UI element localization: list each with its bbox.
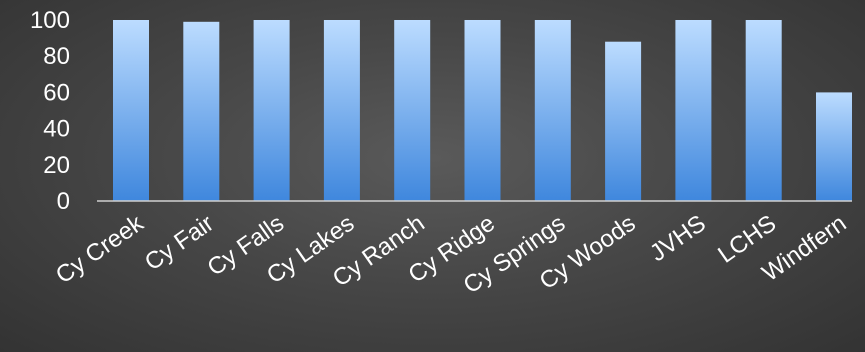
- bar-series: [113, 20, 852, 202]
- bar-cy-falls: [253, 20, 290, 201]
- bar-jvhs: [675, 20, 712, 201]
- bar-cy-creek: [113, 20, 149, 201]
- bar-cy-springs: [534, 20, 571, 201]
- bar-lchs: [745, 20, 782, 201]
- y-tick-label-100: 100: [30, 7, 70, 34]
- y-tick-label-40: 40: [43, 116, 70, 143]
- bar-cy-ranch: [394, 20, 431, 201]
- x-category-label-jvhs: JVHS: [645, 210, 711, 267]
- bar-cy-ridge: [464, 20, 501, 201]
- y-tick-label-20: 20: [43, 152, 70, 179]
- y-tick-label-80: 80: [43, 43, 70, 70]
- y-tick-label-0: 0: [57, 188, 70, 215]
- bar-cy-fair: [183, 21, 220, 201]
- y-axis-tick-labels: 0 20 40 60 80 100: [30, 7, 70, 215]
- y-tick-label-60: 60: [43, 79, 70, 106]
- bar-cy-lakes: [323, 20, 360, 201]
- bar-windfern: [816, 92, 852, 201]
- bar-cy-woods: [605, 41, 642, 202]
- x-category-label-cy-creek: Cy Creek: [51, 209, 149, 289]
